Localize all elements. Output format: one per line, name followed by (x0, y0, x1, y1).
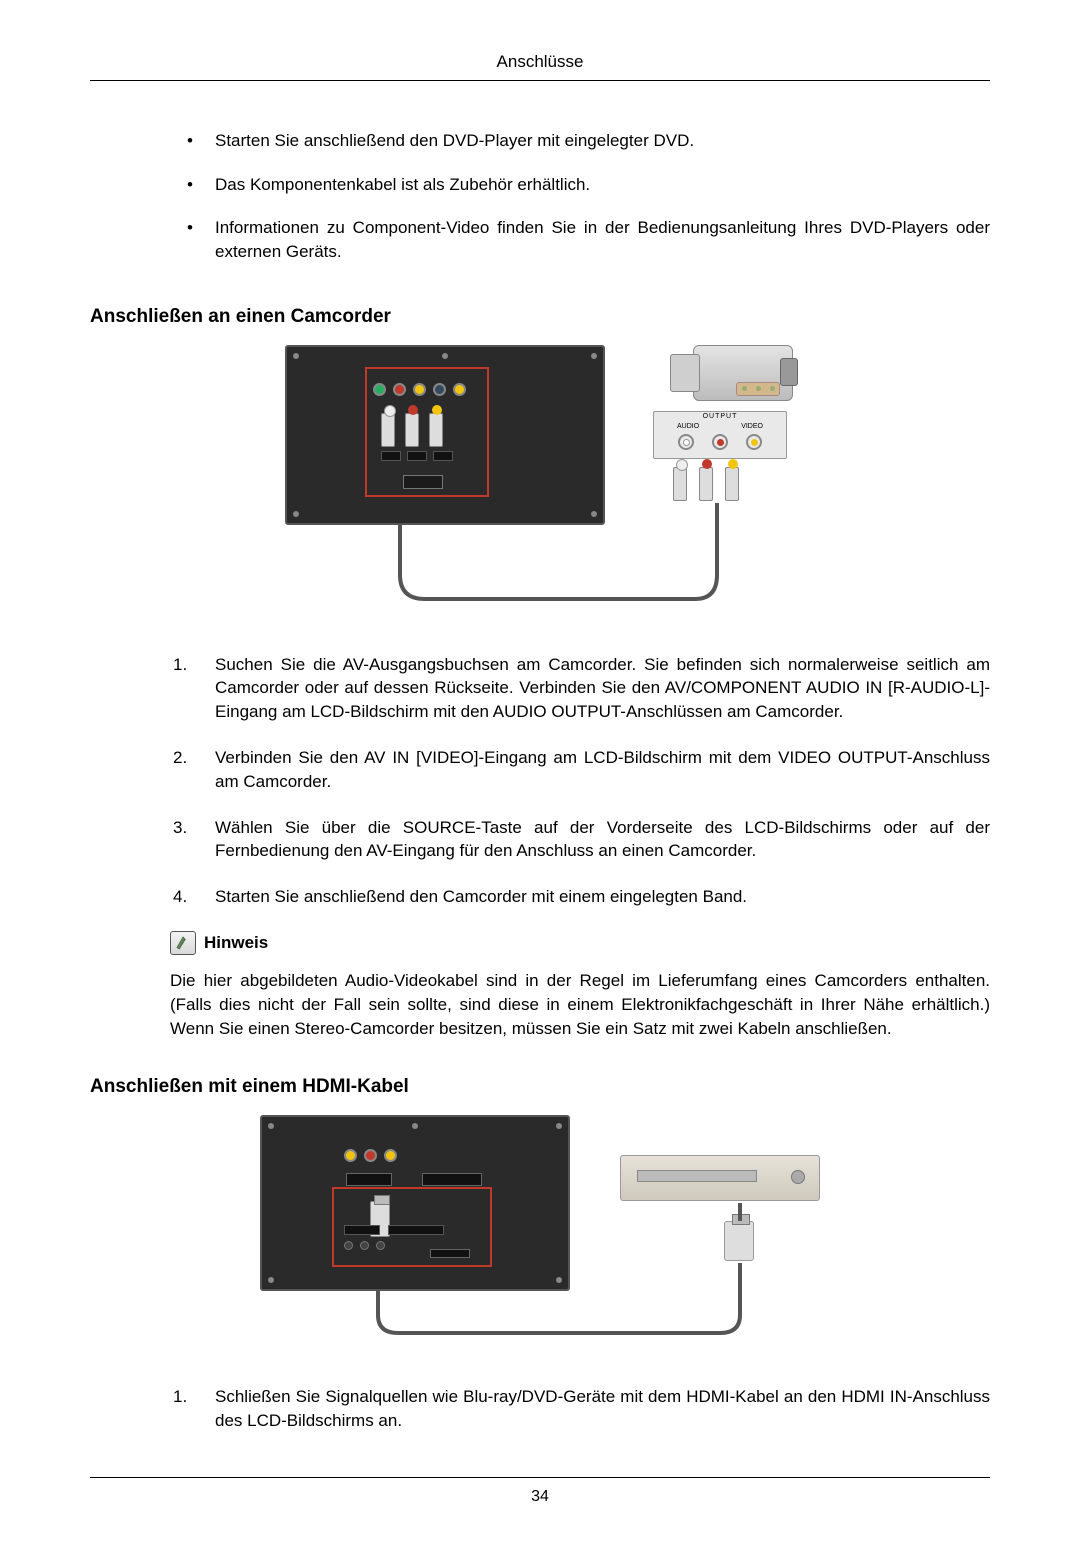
tv-bottom-slot (403, 475, 443, 489)
note-icon (170, 931, 196, 955)
bullet-item: Starten Sie anschließend den DVD-Player … (215, 129, 990, 153)
camcorder-output-panel: OUTPUT AUDIO VIDEO (653, 411, 787, 459)
plug-red (405, 413, 419, 447)
tv-port-row (373, 383, 466, 396)
jack-red (712, 434, 728, 450)
tv-back-panel-hdmi (260, 1115, 570, 1291)
jack-white (678, 434, 694, 450)
plug-yellow (429, 413, 443, 447)
page-header: Anschlüsse (90, 50, 990, 81)
camcorder-steps: 1.Suchen Sie die AV-Ausgangsbuchsen am C… (90, 653, 990, 909)
output-label-video: VIDEO (741, 422, 763, 432)
output-title: OUTPUT (703, 412, 738, 422)
plug-white (381, 413, 395, 447)
note-label: Hinweis (204, 931, 268, 955)
output-label-audio: AUDIO (677, 422, 699, 432)
bullet-item: Informationen zu Component-Video finden … (215, 216, 990, 264)
step-item: 3.Wählen Sie über die SOURCE-Taste auf d… (215, 816, 990, 864)
camcorder-device: OUTPUT AUDIO VIDEO (645, 345, 795, 525)
bullet-item: Das Komponentenkabel ist als Zubehör erh… (215, 173, 990, 197)
av-plugs-tv (381, 413, 443, 447)
step-item: 2.Verbinden Sie den AV IN [VIDEO]-Eingan… (215, 746, 990, 794)
tv-port-labels (381, 451, 453, 461)
dvd-player-device (620, 1155, 820, 1201)
av-plugs-camcorder (673, 467, 739, 501)
camcorder-diagram: OUTPUT AUDIO VIDEO (285, 345, 795, 615)
step-item: 1.Suchen Sie die AV-Ausgangsbuchsen am C… (215, 653, 990, 724)
service-label (430, 1249, 470, 1258)
hdmi-diagram (260, 1115, 820, 1345)
note-text: Die hier abgebildeten Audio-Videokabel s… (170, 969, 990, 1040)
section-heading-camcorder: Anschließen an einen Camcorder (90, 304, 990, 331)
hdmi-steps: 1.Schließen Sie Signalquellen wie Blu-ra… (90, 1385, 990, 1433)
intro-bullets: Starten Sie anschließend den DVD-Player … (90, 129, 990, 264)
camcorder-body (693, 345, 793, 401)
section-heading-hdmi: Anschließen mit einem HDMI-Kabel (90, 1074, 990, 1101)
step-item: 1.Schließen Sie Signalquellen wie Blu-ra… (215, 1385, 990, 1433)
common-interface-slot (422, 1173, 482, 1186)
jack-yellow (746, 434, 762, 450)
page-number: 34 (90, 1477, 990, 1508)
hdmi-plug-device (724, 1221, 754, 1261)
tv-back-panel (285, 345, 605, 525)
note-header: Hinweis (170, 931, 990, 955)
tv2-ports (344, 1149, 397, 1162)
step-item: 4.Starten Sie anschließend den Camcorder… (215, 885, 990, 909)
